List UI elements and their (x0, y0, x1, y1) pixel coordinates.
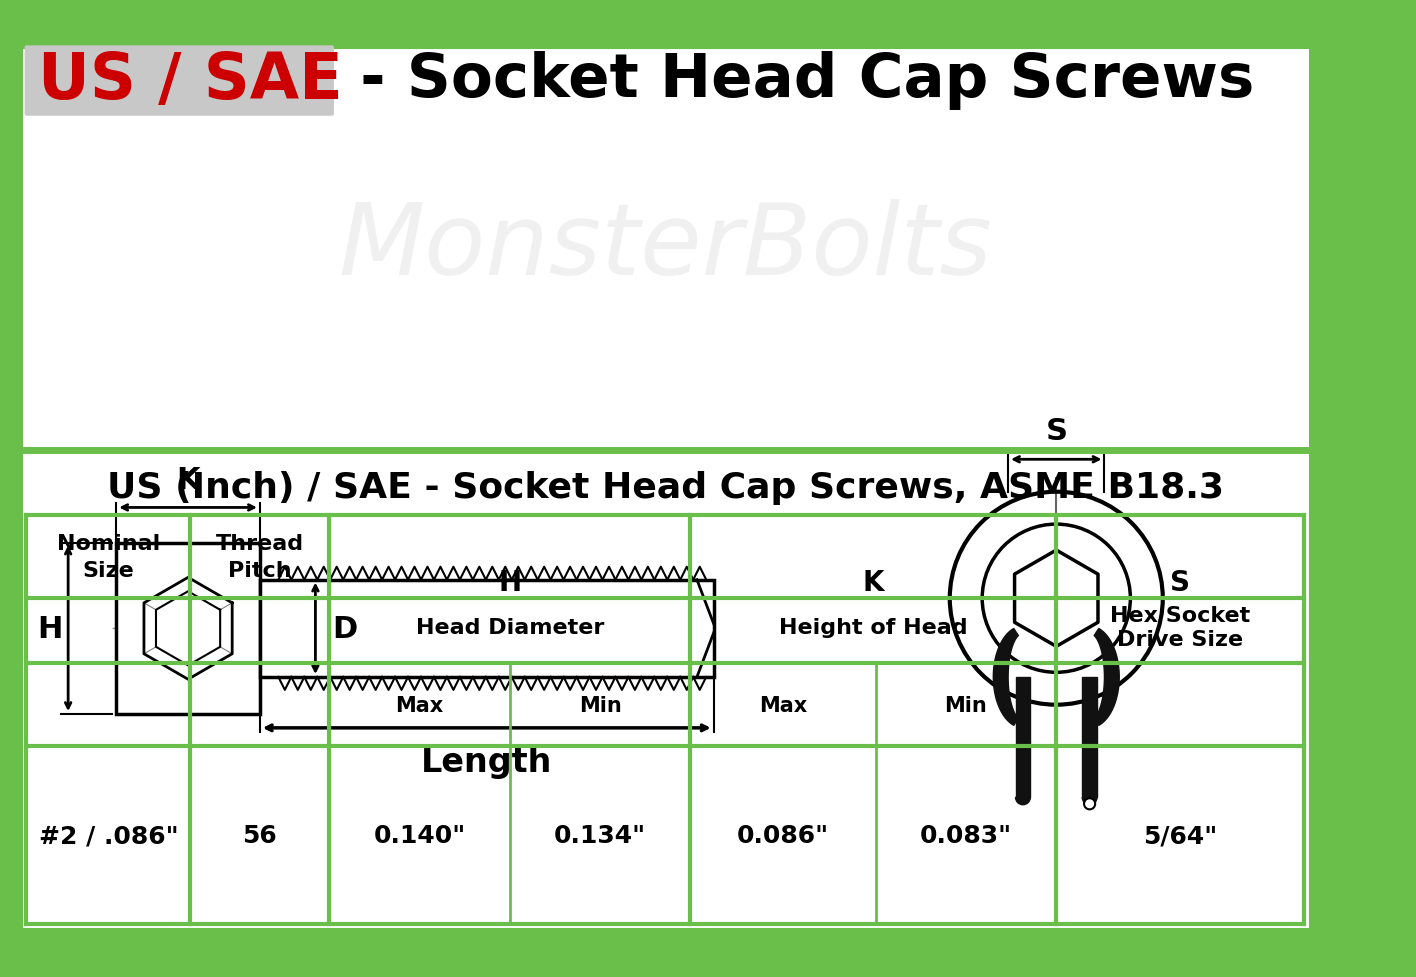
Text: D: D (333, 615, 357, 643)
Text: Nominal
Size: Nominal Size (57, 533, 160, 580)
Text: - Socket Head Cap Screws: - Socket Head Cap Screws (338, 51, 1255, 110)
Text: 56: 56 (242, 824, 278, 847)
Text: Hex Socket
Drive Size: Hex Socket Drive Size (1110, 605, 1250, 650)
Text: Thread
Pitch: Thread Pitch (215, 533, 304, 580)
Text: K: K (176, 465, 200, 494)
Text: S: S (1171, 568, 1191, 596)
Wedge shape (1015, 797, 1031, 805)
Text: H: H (37, 615, 62, 643)
FancyBboxPatch shape (24, 46, 334, 116)
Polygon shape (1015, 677, 1031, 797)
Text: 0.134": 0.134" (554, 824, 646, 847)
Circle shape (950, 492, 1163, 705)
Text: US / SAE: US / SAE (38, 50, 343, 111)
Text: Height of Head: Height of Head (779, 617, 967, 637)
Polygon shape (1082, 677, 1097, 797)
Bar (261, 580, 714, 677)
Text: 0.086": 0.086" (736, 824, 830, 847)
Text: 0.083": 0.083" (920, 824, 1012, 847)
Text: K: K (862, 568, 884, 596)
Text: Head Diameter: Head Diameter (416, 617, 605, 637)
Text: S: S (1045, 417, 1068, 446)
Text: #2 / .086": #2 / .086" (38, 824, 178, 847)
Text: Max: Max (395, 695, 443, 715)
Text: Min: Min (579, 695, 622, 715)
Text: Max: Max (759, 695, 807, 715)
Text: 0.140": 0.140" (374, 824, 466, 847)
Wedge shape (1082, 797, 1097, 805)
Text: Min: Min (944, 695, 987, 715)
Text: US (Inch) / SAE - Socket Head Cap Screws, ASME B18.3: US (Inch) / SAE - Socket Head Cap Screws… (108, 471, 1223, 504)
Text: H: H (498, 568, 521, 596)
Polygon shape (993, 629, 1018, 726)
Text: Length: Length (421, 744, 552, 778)
Text: 5/64": 5/64" (1143, 824, 1218, 847)
Circle shape (983, 525, 1130, 672)
Text: MonsterBolts: MonsterBolts (338, 198, 993, 295)
Polygon shape (1095, 629, 1119, 726)
Circle shape (1085, 798, 1095, 810)
Bar (116, 543, 261, 714)
